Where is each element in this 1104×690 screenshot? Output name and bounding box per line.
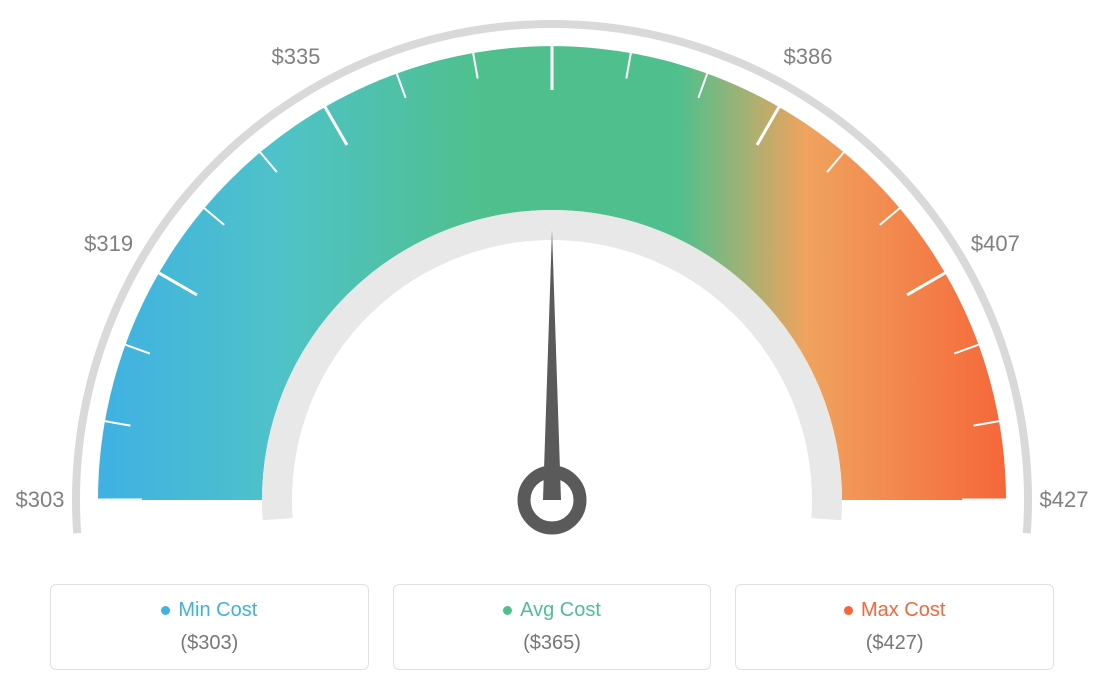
tick-label: $427 <box>1040 487 1089 513</box>
legend-text-max: Max Cost <box>861 599 945 622</box>
legend-card-max: Max Cost ($427) <box>735 584 1054 670</box>
legend-dot-avg <box>503 606 512 615</box>
legend-label-avg: Avg Cost <box>503 599 601 622</box>
tick-label: $319 <box>84 231 133 257</box>
legend-dot-max <box>844 606 853 615</box>
gauge-area: $303 $319 $335 $365 $386 $407 $427 <box>0 0 1104 560</box>
legend-label-min: Min Cost <box>161 599 257 622</box>
cost-gauge-container: $303 $319 $335 $365 $386 $407 $427 Min Cost ($… <box>0 0 1104 690</box>
tick-label: $407 <box>971 231 1020 257</box>
tick-label: $303 <box>16 487 65 513</box>
legend-value-min: ($303) <box>61 632 358 655</box>
legend-row: Min Cost ($303) Avg Cost ($365) Max Cost… <box>50 584 1054 670</box>
legend-card-min: Min Cost ($303) <box>50 584 369 670</box>
legend-value-avg: ($365) <box>404 632 701 655</box>
gauge-svg <box>0 0 1104 560</box>
tick-label: $335 <box>271 44 320 70</box>
legend-label-max: Max Cost <box>844 599 945 622</box>
tick-label: $386 <box>784 44 833 70</box>
legend-dot-min <box>161 606 170 615</box>
legend-text-avg: Avg Cost <box>520 599 601 622</box>
tick-label: $365 <box>528 0 577 1</box>
legend-value-max: ($427) <box>746 632 1043 655</box>
legend-text-min: Min Cost <box>178 599 257 622</box>
legend-card-avg: Avg Cost ($365) <box>393 584 712 670</box>
